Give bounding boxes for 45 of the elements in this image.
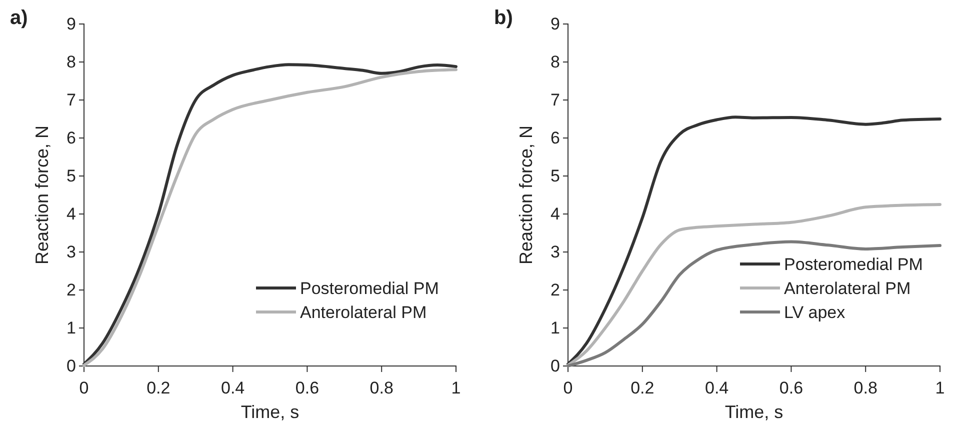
x-axis-title: Time, s xyxy=(240,402,300,422)
x-tick-label: 0.6 xyxy=(779,378,804,398)
y-tick-label: 4 xyxy=(550,204,560,224)
y-tick-label: 5 xyxy=(66,166,76,186)
x-tick-label: 0.2 xyxy=(146,378,170,398)
y-tick-label: 4 xyxy=(66,204,76,224)
y-tick-label: 6 xyxy=(550,128,560,148)
y-tick-label: 9 xyxy=(550,14,560,34)
y-tick-label: 3 xyxy=(66,242,76,262)
line-series xyxy=(566,240,942,368)
x-tick-label: 1 xyxy=(451,378,461,398)
line-series xyxy=(566,203,942,367)
y-tick-label: 7 xyxy=(550,90,560,110)
x-axis-title: Time, s xyxy=(724,402,784,422)
y-tick-label: 0 xyxy=(66,356,76,376)
x-tick-label: 0.6 xyxy=(295,378,320,398)
y-axis-title: Reaction force, N xyxy=(516,125,536,265)
x-tick-label: 0.8 xyxy=(370,378,394,398)
y-tick-label: 1 xyxy=(66,318,76,338)
y-tick-label: 0 xyxy=(550,356,560,376)
chart-title: a) xyxy=(10,7,28,29)
x-tick-label: 1 xyxy=(935,378,945,398)
x-tick-label: 0.8 xyxy=(854,378,878,398)
y-axis-title: Reaction force, N xyxy=(32,125,52,265)
y-tick-label: 8 xyxy=(66,52,76,72)
y-tick-label: 1 xyxy=(550,318,560,338)
y-tick-label: 7 xyxy=(66,90,76,110)
chart-title: b) xyxy=(494,7,513,29)
x-tick-label: 0 xyxy=(79,378,89,398)
legend-label: Anterolateral PM xyxy=(300,302,427,322)
x-tick-label: 0.2 xyxy=(630,378,654,398)
y-tick-label: 3 xyxy=(550,242,560,262)
x-tick-label: 0.4 xyxy=(220,378,245,398)
y-tick-label: 6 xyxy=(66,128,76,148)
y-tick-label: 2 xyxy=(550,280,560,300)
legend-label: Anterolateral PM xyxy=(784,278,911,298)
legend-label: Posteromedial PM xyxy=(300,278,439,298)
x-tick-label: 0.4 xyxy=(704,378,729,398)
y-tick-label: 9 xyxy=(66,14,76,34)
legend-label: Posteromedial PM xyxy=(784,254,923,274)
y-tick-label: 5 xyxy=(550,166,560,186)
y-tick-label: 8 xyxy=(550,52,560,72)
y-tick-label: 2 xyxy=(66,280,76,300)
legend-label: LV apex xyxy=(784,302,846,322)
x-tick-label: 0 xyxy=(563,378,573,398)
